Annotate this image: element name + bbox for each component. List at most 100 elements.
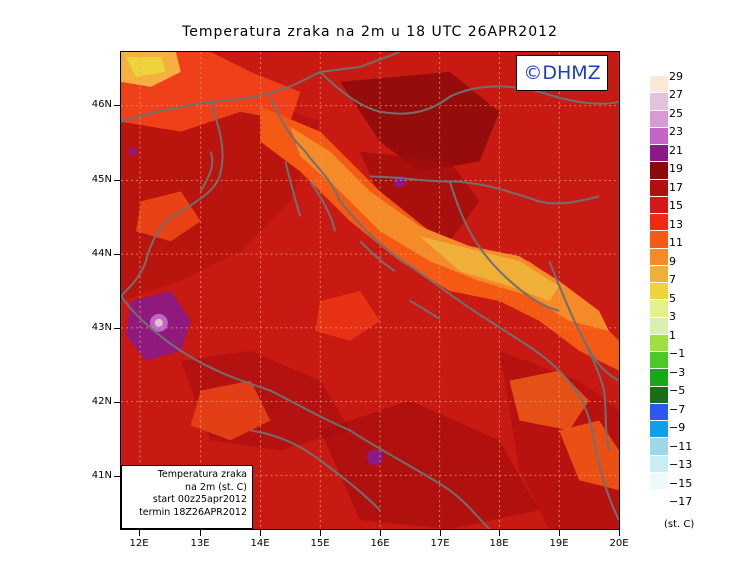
legend-swatch: [650, 454, 668, 472]
legend-label: 27: [669, 88, 683, 101]
lat-tick: [114, 105, 120, 106]
legend-label: 13: [669, 218, 683, 231]
lon-tick: [559, 530, 560, 536]
legend-label: −5: [669, 384, 686, 397]
legend-swatch: [650, 230, 668, 248]
lon-tick: [499, 530, 500, 536]
legend-label: −17: [669, 495, 693, 508]
lat-tick: [114, 476, 120, 477]
color-legend: [650, 75, 670, 489]
lat-label: 43N: [91, 322, 112, 333]
legend-label: 9: [669, 255, 676, 268]
legend-swatch: [650, 402, 668, 420]
orange-spot-1: [135, 191, 201, 242]
warm-spot-hottest: [154, 318, 163, 327]
lon-label: 15E: [310, 538, 330, 549]
lon-tick: [440, 530, 441, 536]
warm-spot-puglia: [367, 449, 383, 466]
legend-label: 19: [669, 162, 683, 175]
lat-label: 41N: [91, 470, 112, 481]
lon-label: 17E: [430, 538, 450, 549]
lon-label: 18E: [489, 538, 509, 549]
legend-swatch: [650, 299, 668, 317]
legend-label: 29: [669, 70, 683, 83]
legend-label: 15: [669, 199, 683, 212]
map-title: Temperatura zraka na 2m u 18 UTC 26APR20…: [182, 24, 558, 40]
legend-label: −13: [669, 458, 693, 471]
dhmz-copyright-badge: ©DHMZ: [516, 55, 608, 91]
inland-hot-patch-north: [340, 71, 500, 172]
legend-swatch: [650, 437, 668, 455]
legend-swatch: [650, 109, 668, 127]
lon-tick: [380, 530, 381, 536]
lat-tick: [114, 328, 120, 329]
legend-swatch: [650, 333, 668, 351]
legend-label: −3: [669, 366, 686, 379]
orange-spot-3: [190, 380, 271, 441]
info-level-unit: na 2m (st. C): [185, 481, 247, 493]
lat-tick: [114, 254, 120, 255]
lon-label: 20E: [609, 538, 629, 549]
info-valid-time: termin 18Z26APR2012: [139, 506, 247, 518]
warm-spot-po: [129, 147, 137, 156]
legend-swatch: [650, 471, 668, 489]
graticule: [121, 52, 619, 529]
lon-tick: [619, 530, 620, 536]
legend-label: −7: [669, 403, 686, 416]
lon-label: 14E: [250, 538, 270, 549]
info-start-time: start 00z25apr2012: [152, 494, 247, 505]
legend-swatch: [650, 144, 668, 162]
legend-swatch: [650, 126, 668, 144]
forecast-info-box: Temperatura zraka na 2m (st. C) start 00…: [121, 465, 253, 529]
legend-swatch: [650, 282, 668, 300]
dinaric-coldest-band: [419, 236, 560, 301]
lat-tick: [114, 402, 120, 403]
lat-label: 46N: [91, 99, 112, 110]
legend-swatch: [650, 368, 668, 386]
alps-coldest-patch: [126, 56, 166, 77]
legend-swatch: [650, 161, 668, 179]
lon-tick: [260, 530, 261, 536]
legend-swatch: [650, 351, 668, 369]
legend-swatch: [650, 213, 668, 231]
temperature-map: [120, 51, 620, 530]
orange-spot-4: [509, 370, 590, 431]
legend-label: 25: [669, 107, 683, 120]
legend-swatch: [650, 178, 668, 196]
lon-label: 12E: [129, 538, 149, 549]
legend-label: 3: [669, 310, 676, 323]
lat-tick: [114, 180, 120, 181]
legend-swatch: [650, 420, 668, 438]
lon-tick: [320, 530, 321, 536]
lat-label: 44N: [91, 248, 112, 259]
legend-label: −15: [669, 477, 693, 490]
legend-swatch: [650, 75, 668, 93]
orange-spot-2: [315, 290, 380, 341]
lon-tick: [139, 530, 140, 536]
lon-label: 19E: [549, 538, 569, 549]
legend-label: 7: [669, 273, 676, 286]
lat-label: 42N: [91, 396, 112, 407]
info-variable: Temperatura zraka: [157, 469, 247, 480]
italy-south-dark: [320, 400, 540, 529]
legend-swatch: [650, 316, 668, 334]
legend-label: −11: [669, 440, 693, 453]
lat-label: 45N: [91, 174, 112, 185]
orange-spot-5: [559, 420, 619, 491]
lon-label: 16E: [370, 538, 390, 549]
legend-swatch: [650, 385, 668, 403]
coastlines: [121, 52, 619, 529]
lon-label: 13E: [190, 538, 210, 549]
legend-label: 5: [669, 292, 676, 305]
legend-label: −9: [669, 421, 686, 434]
legend-label: −1: [669, 347, 686, 360]
lon-tick: [200, 530, 201, 536]
legend-label: 11: [669, 236, 683, 249]
legend-label: 21: [669, 144, 683, 157]
legend-label: 1: [669, 329, 676, 342]
legend-swatch: [650, 264, 668, 282]
legend-swatch: [650, 92, 668, 110]
legend-swatch: [650, 195, 668, 213]
legend-swatch: [650, 247, 668, 265]
legend-label: 23: [669, 125, 683, 138]
